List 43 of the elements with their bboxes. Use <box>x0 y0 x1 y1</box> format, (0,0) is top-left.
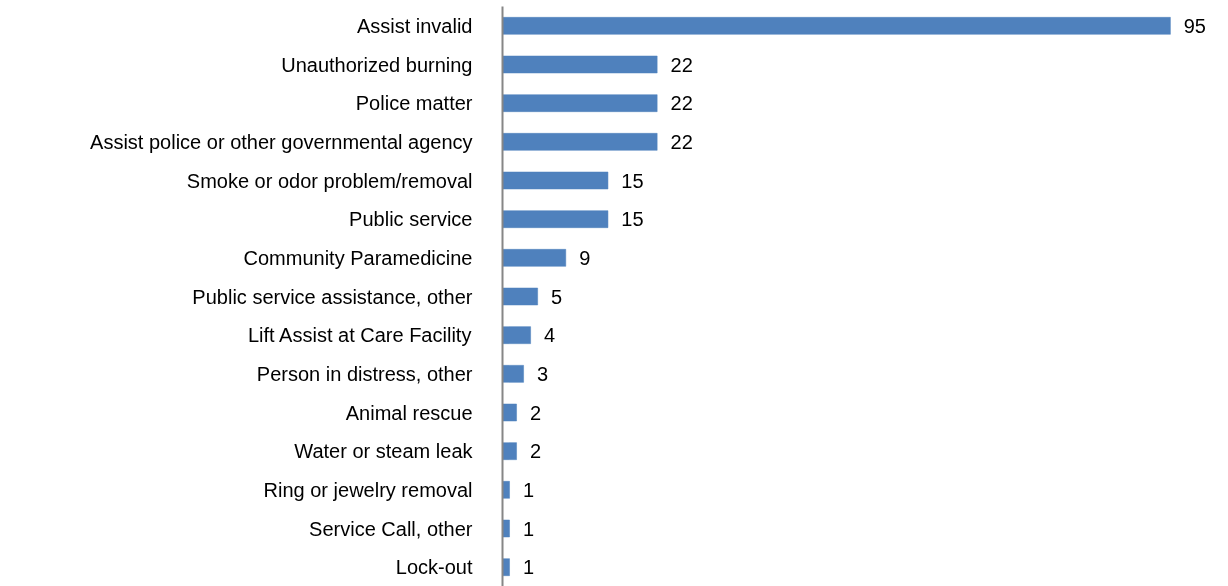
y-tick-label: Lock-out <box>395 556 473 579</box>
bar <box>502 94 658 112</box>
y-tick-label: Animal rescue <box>345 401 473 424</box>
bar <box>502 442 517 460</box>
y-tick-label: Police matter <box>355 92 473 115</box>
bar <box>502 519 510 538</box>
y-tick-label: Lift Assist at Care Facility <box>248 324 472 347</box>
bar <box>502 55 658 74</box>
data-label: 95 <box>1183 14 1206 37</box>
data-label: 22 <box>670 130 693 153</box>
bar <box>502 133 658 151</box>
y-tick-label: Community Paramedicine <box>243 246 473 269</box>
y-tick-label: Smoke or odor problem/removal <box>186 169 473 192</box>
y-tick-label: Unauthorized burning <box>281 53 473 76</box>
y-tick-label: Person in distress, other <box>256 362 473 385</box>
y-tick-label: Assist police or other governmental agency <box>90 130 473 153</box>
y-tick-label: Assist invalid <box>356 14 473 37</box>
data-label: 3 <box>536 362 549 385</box>
bar <box>502 17 1171 35</box>
y-tick-label: Water or steam leak <box>294 440 474 463</box>
bar <box>502 403 517 422</box>
data-label: 1 <box>522 556 535 579</box>
y-tick-label: Service Call, other <box>309 517 473 540</box>
data-label: 22 <box>670 53 693 76</box>
data-label: 1 <box>522 478 535 501</box>
bar <box>502 326 531 344</box>
data-label: 2 <box>529 440 542 463</box>
data-label: 4 <box>543 324 556 347</box>
data-label: 1 <box>522 517 535 540</box>
data-label: 5 <box>551 285 563 308</box>
y-tick-label: Public service <box>349 208 473 231</box>
data-label: 9 <box>579 246 591 269</box>
bar <box>502 287 538 306</box>
data-label: 15 <box>621 169 644 192</box>
y-tick-label: Public service assistance, other <box>192 285 473 308</box>
bar <box>502 171 609 190</box>
data-label: 22 <box>670 92 693 115</box>
y-tick-label: Ring or jewelry removal <box>263 478 473 501</box>
bar <box>502 365 524 383</box>
data-label: 15 <box>621 208 644 231</box>
bar <box>502 249 567 267</box>
data-label: 2 <box>529 401 542 424</box>
bar <box>502 210 609 228</box>
